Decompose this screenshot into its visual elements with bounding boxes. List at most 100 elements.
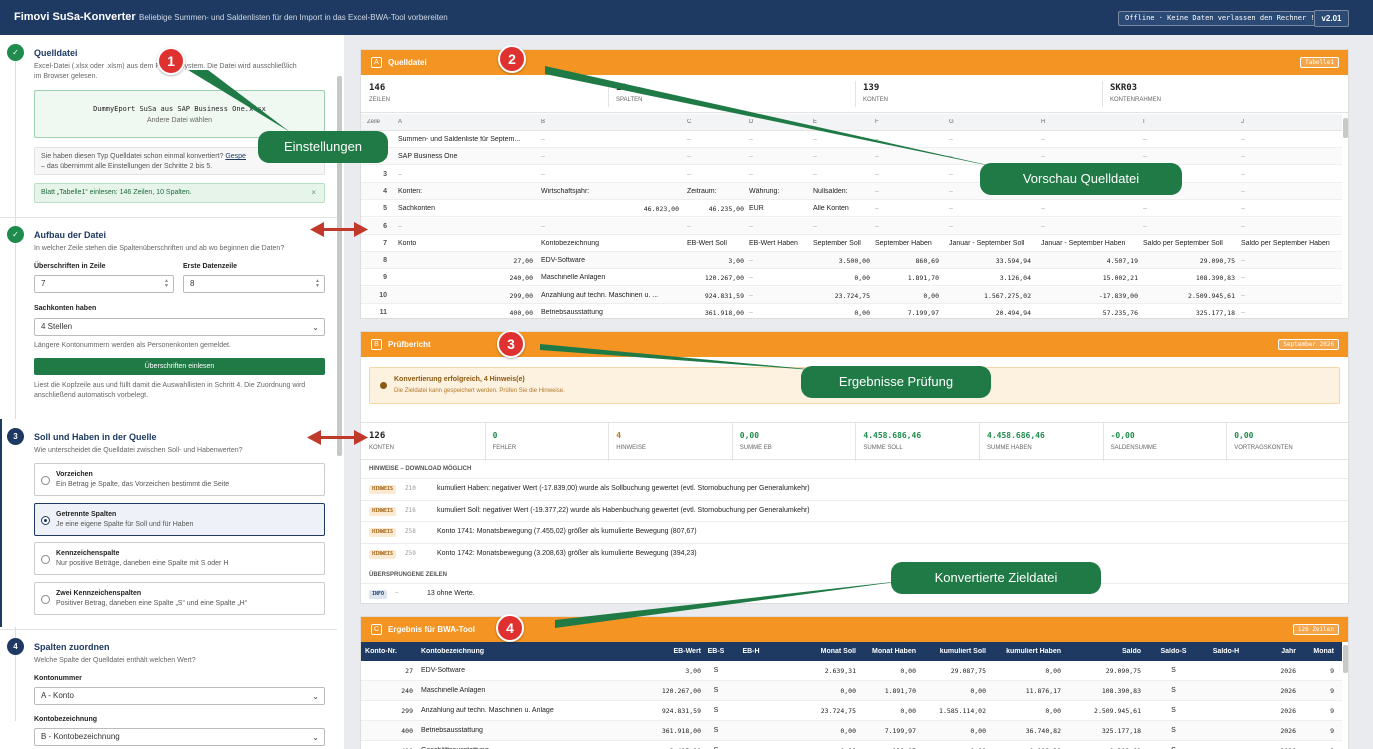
- table-cell: 9: [1330, 667, 1334, 675]
- sep: [1102, 423, 1104, 461]
- column-header: Monat Haben: [872, 648, 916, 655]
- table-cell: –: [875, 153, 879, 161]
- period-tag: September 2026: [1278, 339, 1339, 350]
- table-cell: S: [713, 707, 719, 714]
- option-zwei-kennzeichenspalten[interactable]: Zwei Kennzeichenspalten Positiver Betrag,…: [34, 582, 325, 615]
- step-desc-2: im Browser gelesen.: [34, 73, 98, 80]
- first-row-input[interactable]: 8 ▲ ▼: [183, 275, 325, 293]
- table-cell: 1.112,39: [986, 747, 1061, 749]
- table-cell: –: [398, 170, 402, 178]
- radio-selected-icon[interactable]: [41, 516, 50, 525]
- sidebar-scrollbar[interactable]: [337, 76, 342, 456]
- table-cell: 400,00: [509, 309, 533, 317]
- result-table-scrollbar[interactable]: [1343, 645, 1348, 673]
- table-cell: 0,00: [854, 309, 870, 317]
- account-number: 299: [401, 707, 413, 715]
- table-cell: –: [1143, 205, 1147, 213]
- radio-icon[interactable]: [41, 555, 50, 564]
- table-cell: –: [1041, 222, 1045, 230]
- table-cell: 57.235,76: [1102, 309, 1138, 317]
- table-row: [361, 200, 1342, 218]
- column-header: C: [687, 119, 692, 125]
- step-title: Soll und Haben in der Quelle: [34, 432, 157, 442]
- table-cell: –: [687, 136, 691, 143]
- table-cell: 120.267,00: [704, 274, 744, 283]
- table-cell: –: [1143, 136, 1147, 143]
- table-row: [361, 252, 1342, 270]
- option-vorzeichen[interactable]: Vorzeichen Ein Betrag je Spalte, das Vorz…: [34, 463, 325, 496]
- table-cell: –: [949, 153, 953, 161]
- row-number: 6: [383, 222, 387, 230]
- hint-row: HINWEIS Z16 kumuliert Soll: negativer Wert…: [361, 499, 1348, 521]
- saved-settings-link[interactable]: Gespe: [225, 153, 246, 160]
- option-getrennte-spalten[interactable]: Getrennte Spalten Je eine eigene Spalte f…: [34, 503, 325, 536]
- skipped-text: 13 ohne Werte.: [427, 590, 475, 597]
- card-badge: B: [371, 339, 382, 350]
- table-cell: –: [1241, 222, 1245, 230]
- table-cell: Zeitraum:: [687, 187, 717, 195]
- card-badge: A: [371, 57, 382, 68]
- table-cell: 0,00: [840, 687, 856, 695]
- check-stat: 4.458.686,46 SUMME SOLL: [855, 423, 979, 461]
- check-stat: 0 FEHLER: [485, 423, 609, 461]
- close-icon[interactable]: ×: [311, 188, 316, 197]
- table-cell: 108.390,83: [1195, 274, 1235, 283]
- radio-icon[interactable]: [41, 476, 50, 485]
- column-header: Kontobezeichnung: [421, 648, 484, 655]
- hint-tag: HINWEIS: [369, 528, 397, 537]
- table-cell: –: [1241, 205, 1245, 213]
- sep: [979, 423, 980, 461]
- table-cell: –: [1241, 153, 1245, 161]
- table-cell: 108.390,83: [1101, 687, 1141, 695]
- sep: [1226, 423, 1228, 461]
- table-cell: –: [749, 153, 753, 161]
- table-cell: 0,00: [923, 291, 939, 300]
- steps-connector: [15, 61, 16, 721]
- header-row-input[interactable]: 7 ▲ ▼: [34, 275, 174, 293]
- bez-select[interactable]: B - Kontobezeichnung ⌄: [34, 728, 325, 746]
- hints-list: HINWEIS Z10 kumuliert Haben: negativer Wer…: [361, 478, 1348, 568]
- table-cell: Betriebsausstattung: [421, 727, 483, 734]
- table-cell: 29.087,75: [950, 667, 986, 675]
- stat-value: -0,00: [1110, 431, 1135, 440]
- stat-value: 0,00: [739, 431, 760, 440]
- source-table-scrollbar[interactable]: [1343, 118, 1348, 138]
- stepper-icon[interactable]: ▲ ▼: [315, 278, 320, 289]
- source-stats: 146 ZEILEN 10 SPALTEN 139 KONTEN SKR03 KONTE…: [361, 75, 1348, 113]
- column-header: J: [1241, 119, 1244, 125]
- table-cell: 2026: [1280, 707, 1296, 715]
- table-cell: S: [713, 687, 719, 694]
- stepper-icon[interactable]: ▲ ▼: [164, 278, 169, 289]
- table-cell: S: [1171, 687, 1176, 694]
- marker-4: 4: [496, 614, 524, 642]
- row-number: 10: [379, 291, 387, 299]
- table-cell: –: [875, 205, 879, 213]
- known-text-2: – das übernimmt alle Einstellungen der S…: [41, 163, 213, 170]
- read-headers-button[interactable]: Überschriften einlesen: [34, 358, 325, 375]
- first-row-label: Erste Datenzeile: [183, 263, 238, 270]
- sachkonten-select[interactable]: 4 Stellen ⌄: [34, 318, 325, 336]
- card-title: Prüfbericht: [388, 340, 431, 349]
- table-cell: 2026: [1280, 727, 1296, 735]
- radio-icon[interactable]: [41, 595, 50, 604]
- table-cell: –: [1241, 170, 1245, 178]
- option-title: Vorzeichen: [56, 471, 93, 478]
- table-cell: EB-Wert Haben: [749, 239, 798, 247]
- option-kennzeichenspalte[interactable]: Kennzeichenspalte Nur positive Beträge, d…: [34, 542, 325, 575]
- change-file-link[interactable]: Andere Datei wählen: [147, 117, 212, 124]
- row-ref: Z59: [405, 549, 416, 557]
- table-cell: 9: [1330, 687, 1334, 695]
- konto-select[interactable]: A - Konto ⌄: [34, 687, 325, 705]
- callout-einstellungen: Einstellungen: [258, 131, 388, 163]
- row-ref: Z16: [405, 506, 416, 514]
- table-cell: –: [1241, 274, 1245, 282]
- chevron-down-icon: ⌄: [312, 733, 319, 742]
- table-cell: S: [713, 727, 719, 734]
- table-cell: 0,00: [900, 667, 916, 675]
- column-header: Saldo: [1121, 648, 1141, 655]
- table-cell: –: [813, 136, 817, 143]
- table-cell: 2.509.945,61: [1094, 707, 1141, 715]
- table-cell: 0,00: [916, 747, 986, 749]
- table-cell: –: [749, 170, 753, 178]
- callout-zieldatei: Konvertierte Zieldatei: [891, 562, 1101, 594]
